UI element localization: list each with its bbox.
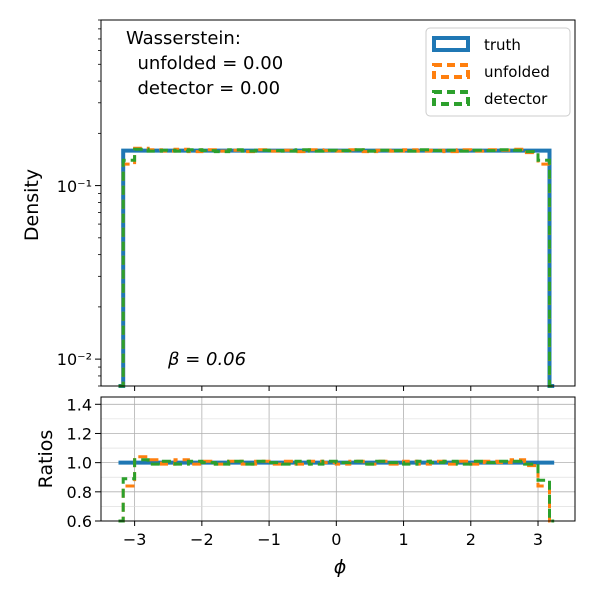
x-tick-label-3: 0 — [331, 530, 341, 549]
ratio-axis-ticks: −3 −2 −1 0 1 2 3 0.6 0.8 1.0 1.2 1.4 — [67, 395, 544, 549]
beta-annotation: β = 0.06 — [167, 349, 246, 370]
main-line-detector — [118, 147, 555, 388]
ratio-y-tick-label-1: 0.8 — [67, 483, 92, 502]
main-y-axis-label: Density — [21, 169, 43, 241]
legend-swatch-detector — [432, 90, 470, 106]
ratio-panel: −3 −2 −1 0 1 2 3 0.6 0.8 1.0 1.2 1.4 Ratios ϕ — [35, 395, 576, 578]
legend-label-unfolded: unfolded — [484, 63, 550, 81]
main-histogram-lines — [118, 146, 555, 388]
wasserstein-detector: detector = 0.00 — [126, 78, 280, 99]
x-tick-label-5: 2 — [466, 530, 476, 549]
main-y-tick-label-1e-2: 10⁻² — [57, 350, 92, 369]
x-tick-label-1: −2 — [190, 530, 214, 549]
main-y-tick-label-1e-1: 10⁻¹ — [57, 177, 92, 196]
ratio-y-tick-label-3: 1.2 — [67, 424, 92, 443]
wasserstein-annotation: Wasserstein: unfolded = 0.00 detector = … — [126, 28, 283, 99]
legend-swatch-unfolded — [432, 63, 470, 79]
x-tick-label-4: 1 — [398, 530, 408, 549]
ratio-y-tick-label-0: 0.6 — [67, 512, 92, 531]
x-axis-label: ϕ — [334, 556, 347, 578]
x-tick-label-6: 3 — [533, 530, 543, 549]
x-tick-label-2: −1 — [257, 530, 281, 549]
main-panel: Density 10⁻¹ 10⁻² Wasserstein: unfolded … — [21, 19, 576, 391]
ratio-y-axis-label: Ratios — [35, 430, 57, 489]
ratio-plot-frame — [100, 396, 576, 522]
legend: truth unfolded detector — [425, 27, 571, 117]
legend-label-detector: detector — [484, 90, 548, 108]
ratio-y-tick-label-4: 1.4 — [67, 395, 92, 414]
ratio-line-detector — [118, 458, 555, 523]
legend-swatch-truth — [432, 36, 470, 52]
wasserstein-title: Wasserstein: — [126, 28, 241, 49]
ratio-histogram-lines — [118, 455, 555, 523]
legend-label-truth: truth — [484, 36, 521, 54]
x-tick-label-0: −3 — [123, 530, 147, 549]
main-plot-frame — [100, 19, 576, 387]
wasserstein-unfolded: unfolded = 0.00 — [126, 53, 283, 74]
ratio-y-tick-label-2: 1.0 — [67, 454, 92, 473]
